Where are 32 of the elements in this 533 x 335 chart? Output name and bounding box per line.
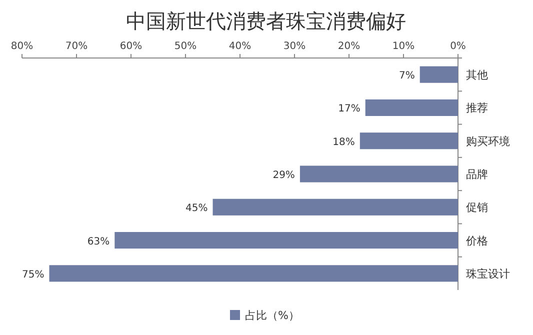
- y-tick-label: 其他: [466, 68, 488, 82]
- text: 7%: [398, 70, 415, 82]
- x-tick-label: 50%: [174, 41, 197, 52]
- bar: [365, 99, 458, 116]
- y-tick-label: 促销: [466, 201, 488, 214]
- y-tick-label: 购买环境: [466, 134, 510, 148]
- bar: [360, 132, 458, 150]
- x-tick-label: 10%: [392, 41, 415, 52]
- text: 17%: [338, 104, 360, 115]
- y-tick-label: 品牌: [466, 168, 488, 181]
- chart-title: 中国新世代消费者珠宝消费偏好: [126, 9, 406, 33]
- x-tick-label: 40%: [228, 41, 252, 52]
- bar: [300, 166, 458, 182]
- legend-label: 占比（%）: [245, 309, 300, 322]
- bar: [420, 66, 458, 83]
- y-tick-label: 价格: [465, 234, 488, 248]
- text: 63%: [87, 236, 110, 248]
- y-tick-label: 珠宝设计: [466, 267, 510, 280]
- bar: [114, 232, 458, 249]
- x-tick-label: 60%: [120, 41, 142, 52]
- x-tick-label: 70%: [65, 41, 88, 52]
- bar: [49, 265, 458, 282]
- x-tick-label: 80%: [10, 41, 34, 52]
- x-tick-label: 30%: [283, 41, 306, 52]
- text: 18%: [332, 136, 355, 148]
- bar: [212, 198, 458, 216]
- text: 75%: [22, 269, 44, 280]
- x-tick-label: 0%: [450, 41, 466, 52]
- text: 29%: [272, 170, 295, 181]
- text: 45%: [186, 203, 208, 214]
- x-tick-label: 20%: [338, 41, 360, 52]
- y-tick-label: 推荐: [466, 102, 488, 115]
